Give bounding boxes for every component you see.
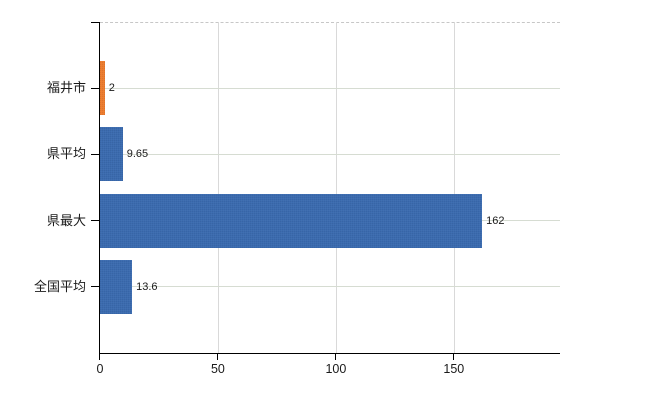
category-label-3: 県最大 — [46, 212, 86, 228]
y-axis-tick-top — [91, 22, 99, 23]
bar-4 — [100, 259, 133, 314]
y-axis-line — [99, 22, 101, 354]
category-label-4: 全国平均 — [33, 278, 86, 294]
y-axis-tick — [91, 286, 99, 288]
x-axis-tick — [99, 354, 100, 360]
bar-value-label-1: 2 — [108, 82, 115, 95]
bar-3 — [100, 193, 483, 248]
bar-value-label-4: 13.6 — [136, 280, 158, 293]
bar-value-label-2: 9.65 — [126, 148, 149, 161]
x-axis-line — [99, 353, 560, 355]
gridline-horizontal — [100, 87, 560, 89]
bar-value-label-3: 162 — [486, 214, 505, 227]
x-axis-tick — [334, 354, 336, 360]
gridline-vertical — [217, 22, 219, 353]
category-label-1: 福井市 — [46, 80, 86, 96]
x-tick-label-100: 100 — [325, 362, 347, 376]
y-axis-tick — [91, 220, 99, 222]
y-axis-tick — [91, 153, 99, 155]
bar-2 — [100, 127, 123, 182]
gridline-horizontal — [100, 286, 560, 288]
gridline-vertical — [335, 22, 337, 353]
x-tick-label-150: 150 — [443, 362, 465, 376]
x-axis-tick — [452, 354, 454, 360]
bar-1 — [100, 61, 105, 116]
gridline-vertical — [453, 22, 455, 353]
y-axis-tick — [91, 87, 99, 89]
plot-top-border — [100, 22, 560, 23]
x-tick-label-50: 50 — [210, 362, 225, 376]
x-tick-label-0: 0 — [96, 362, 104, 376]
x-axis-tick — [216, 354, 218, 360]
category-label-2: 県平均 — [46, 146, 86, 162]
gridline-horizontal — [100, 153, 560, 155]
